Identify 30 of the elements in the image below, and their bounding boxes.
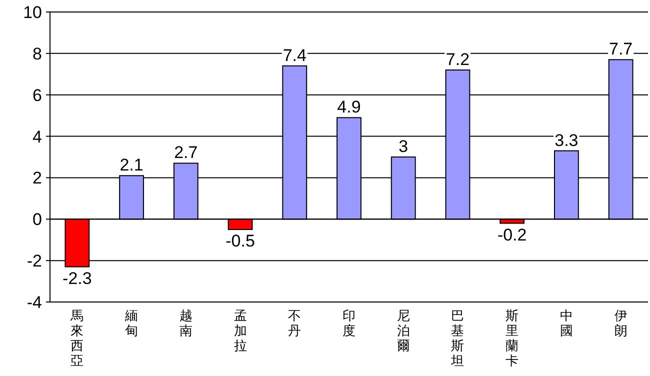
y-tick-label: -4 (26, 293, 42, 312)
data-label: -0.5 (226, 232, 255, 250)
data-label: 7.2 (446, 50, 470, 69)
data-label: -2.3 (62, 268, 92, 288)
data-label: 2.7 (174, 143, 198, 162)
x-tick-label: 伊朗 (614, 309, 628, 339)
data-label: 3 (398, 137, 408, 156)
x-tick-label: 尼泊爾 (396, 309, 410, 354)
x-tick-label: 印度 (342, 309, 356, 339)
x-tick-label: 巴基斯坦 (450, 309, 464, 369)
data-label: 7.7 (609, 40, 633, 59)
y-tick-label: 10 (23, 3, 42, 22)
data-label: 2.1 (120, 156, 144, 175)
y-tick-label: 8 (32, 44, 42, 64)
y-tick-label: 2 (32, 168, 42, 188)
x-tick-label: 中國 (560, 309, 573, 339)
data-label: 3.3 (554, 130, 578, 150)
data-label: 4.9 (337, 98, 361, 117)
y-tick-label: 0 (32, 210, 42, 230)
x-tick-label: 馬來西亞 (70, 309, 84, 369)
y-tick-label: 4 (32, 127, 42, 146)
x-tick-label: 緬甸 (124, 309, 138, 339)
y-tick-label: -2 (26, 252, 42, 271)
x-tick-label: 越南 (179, 309, 192, 339)
y-tick-label: 6 (32, 86, 42, 105)
x-tick-label: 不丹 (288, 309, 302, 339)
x-tick-label: 孟加拉 (234, 309, 247, 354)
data-label: -0.2 (497, 225, 527, 244)
data-label: 7.4 (282, 46, 306, 65)
x-tick-label: 斯里蘭卡 (506, 309, 519, 369)
